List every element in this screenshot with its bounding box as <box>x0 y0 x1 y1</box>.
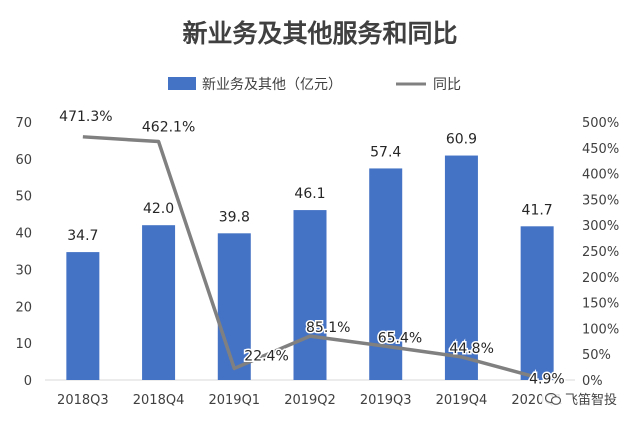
bar-value-label: 41.7 <box>522 202 553 218</box>
y-right-tick-label: 350% <box>582 193 619 208</box>
watermark: 飞笛智投 <box>541 388 620 409</box>
y-right-tick-label: 450% <box>582 142 619 157</box>
line-series <box>82 135 538 380</box>
y-right-tick-label: 250% <box>582 245 619 260</box>
bar <box>520 226 554 380</box>
bar-value-label: 46.1 <box>294 186 325 202</box>
line-value-label: 471.3% <box>59 109 112 125</box>
bar-value-label: 60.9 <box>446 132 477 148</box>
bar-value-label: 34.7 <box>67 228 98 244</box>
bar <box>142 225 176 380</box>
y-right-tick-label: 150% <box>582 297 619 312</box>
chart-title: 新业务及其他服务和同比 <box>182 19 457 48</box>
line-data-labels: 471.3% 462.1% 22.4% 85.1% 65.4% 44.8% 4.9% <box>58 107 567 389</box>
y-left-tick-label: 70 <box>15 116 32 131</box>
legend-label-line: 同比 <box>433 77 461 93</box>
bar-value-label: 42.0 <box>143 201 174 217</box>
y-left-tick-label: 0 <box>24 374 32 389</box>
watermark-text: 飞笛智投 <box>564 393 617 408</box>
wechat-icon <box>544 392 561 405</box>
y-left-tick-label: 50 <box>15 190 32 205</box>
legend-swatch-bar <box>168 77 196 90</box>
bar-value-label: 39.8 <box>219 209 250 225</box>
line-value-label: 4.9% <box>529 371 565 387</box>
y-right-tick-label: 0% <box>582 374 603 389</box>
yoy-line <box>82 135 538 380</box>
line-value-label: 65.4% <box>378 330 422 346</box>
line-value-label: 44.8% <box>449 341 493 357</box>
y-axis-left: 0 10 20 30 40 50 60 70 <box>15 116 32 389</box>
x-tick-label: 2018Q4 <box>133 393 185 408</box>
x-tick-label: 2019Q1 <box>208 393 260 408</box>
line-value-label: 22.4% <box>244 348 288 364</box>
y-right-tick-label: 50% <box>582 348 611 363</box>
legend-label-bar: 新业务及其他（亿元） <box>202 77 342 93</box>
y-left-tick-label: 10 <box>15 337 32 352</box>
legend: 新业务及其他（亿元） 同比 <box>168 77 461 93</box>
bar <box>293 210 327 380</box>
bar-value-label: 57.4 <box>370 144 401 160</box>
line-value-label: 85.1% <box>306 320 350 336</box>
y-left-tick-label: 60 <box>15 153 32 168</box>
y-right-tick-label: 200% <box>582 271 619 286</box>
y-axis-right: 0% 50% 100% 150% 200% 250% 300% 350% 400% 450% 500… <box>582 116 619 389</box>
line-value-label: 462.1% <box>142 120 195 136</box>
y-right-tick-label: 400% <box>582 168 619 183</box>
x-tick-label: 2019Q4 <box>436 393 488 408</box>
y-left-tick-label: 40 <box>15 227 32 242</box>
bar <box>217 233 251 380</box>
y-right-tick-label: 500% <box>582 116 619 131</box>
y-right-tick-label: 300% <box>582 219 619 234</box>
bar <box>66 252 100 380</box>
bar-series <box>66 155 554 380</box>
y-left-tick-label: 20 <box>15 300 32 315</box>
x-axis-ticks: 2018Q3 2018Q4 2019Q1 2019Q2 2019Q3 2019Q4 2020… <box>57 393 563 408</box>
x-tick-label: 2019Q2 <box>284 393 336 408</box>
bar-data-labels: 34.7 42.0 39.8 46.1 57.4 60.9 41.7 <box>67 132 552 245</box>
y-left-tick-label: 30 <box>15 263 32 278</box>
y-right-tick-label: 100% <box>582 322 619 337</box>
x-tick-label: 2019Q3 <box>360 393 412 408</box>
bar <box>444 155 478 380</box>
x-tick-label: 2018Q3 <box>57 393 109 408</box>
